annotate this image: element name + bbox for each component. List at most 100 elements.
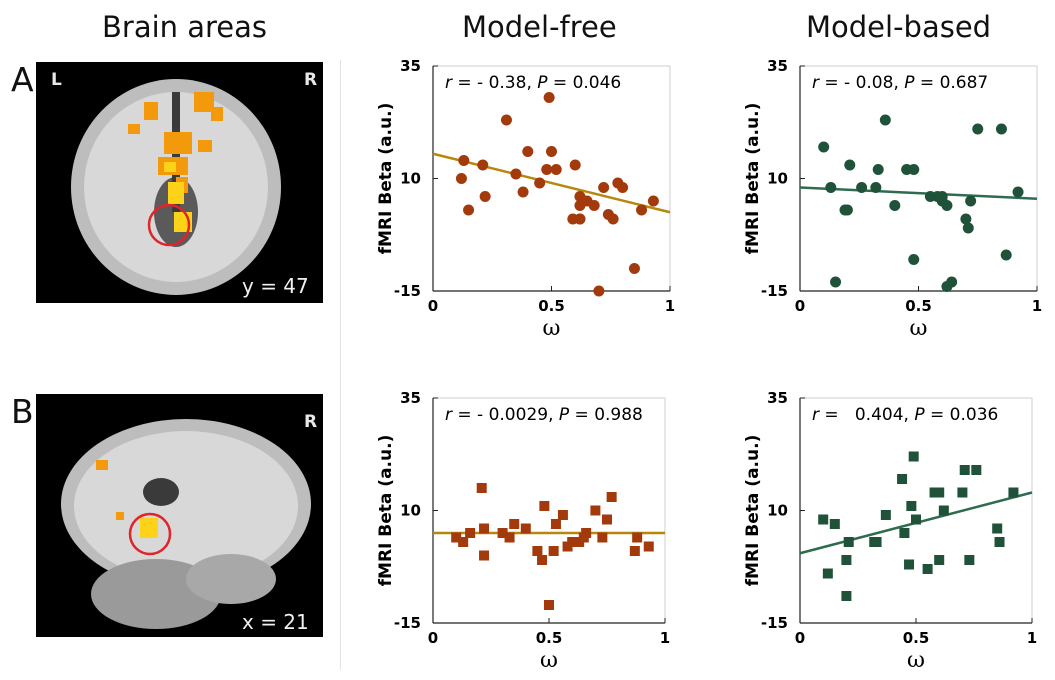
scatter-plot-b-based: -15 10 35 0 0.5 1 ω fMRI Beta (a.u.) r = 0.404, … [720, 388, 1042, 673]
row-label-a: A [11, 60, 34, 99]
data-point [994, 537, 1005, 547]
data-point [897, 474, 908, 484]
data-point [825, 182, 837, 193]
data-point [479, 550, 490, 561]
data-point [1008, 487, 1019, 498]
data-point [959, 465, 970, 475]
scatter-svg: -15 10 35 0 0.5 1 ω fMRI Beta (a.u.) r = 0.404, … [743, 389, 1037, 673]
data-point [628, 263, 640, 274]
data-point [964, 555, 975, 565]
brain-right-marker: R [304, 412, 318, 432]
stat-annotation: r = - 0.08, P = 0.687 [812, 73, 988, 93]
stat-annotation: r = - 0.0029, P = 0.988 [445, 405, 643, 425]
data-point [972, 123, 984, 135]
row-label-b: B [11, 392, 34, 431]
x-tick-label: 1 [660, 629, 670, 647]
data-point [543, 92, 555, 103]
data-point [465, 528, 476, 538]
coronal-slice-drawing [71, 79, 281, 295]
data-point [548, 546, 559, 556]
y-axis-label: fMRI Beta (a.u.) [743, 103, 763, 255]
data-point [458, 155, 470, 166]
header-brain-areas: Brain areas [102, 10, 268, 44]
scatter-svg: -15 10 35 0 0.5 1 ω fMRI Beta (a.u.) r = - 0.002… [376, 389, 670, 673]
data-point [992, 523, 1003, 534]
data-point [934, 555, 945, 565]
data-point [962, 222, 974, 234]
data-point [889, 200, 901, 211]
data-point [911, 514, 921, 525]
data-point [871, 537, 882, 547]
data-point [534, 177, 546, 189]
brain-image-coronal: L R y = 47 [36, 62, 323, 303]
data-point [476, 483, 487, 493]
slice-coordinate: y = 47 [242, 274, 309, 298]
y-tick-label: 35 [767, 389, 788, 407]
data-point [843, 537, 854, 547]
data-point [841, 555, 852, 565]
data-point [1012, 186, 1024, 198]
data-point [844, 159, 856, 171]
x-tick-label: 0 [795, 297, 805, 315]
data-point [960, 213, 972, 225]
x-tick-label: 0.5 [903, 629, 930, 647]
stat-annotation: r = 0.404, P = 0.036 [812, 405, 998, 425]
scatter-svg: -15 10 35 0 0.5 1 ω fMRI Beta (a.u.) r = - 0.08,… [743, 57, 1042, 341]
data-point [818, 141, 830, 153]
data-point [872, 164, 884, 175]
data-point [479, 191, 491, 202]
data-point [479, 523, 490, 534]
data-point [908, 254, 920, 265]
data-point [617, 182, 629, 193]
data-point [550, 519, 561, 529]
data-point [906, 501, 917, 511]
data-point [899, 528, 910, 538]
slice-coordinate: x = 21 [242, 610, 309, 634]
x-tick-label: 0.5 [905, 297, 932, 315]
y-tick-label: 35 [767, 57, 788, 75]
brain-right-marker: R [304, 70, 318, 90]
data-point [455, 173, 467, 184]
data-point [517, 186, 529, 198]
data-point [451, 532, 462, 543]
y-axis-label: fMRI Beta (a.u.) [743, 435, 763, 587]
column-divider [340, 60, 341, 670]
scatter-plot-a-based: -15 10 35 0 0.5 1 ω fMRI Beta (a.u.) r = - 0.08,… [720, 56, 1047, 341]
data-point [647, 195, 659, 207]
regression-line [432, 152, 671, 214]
data-point [841, 591, 852, 601]
data-point [598, 182, 610, 193]
data-point [636, 204, 648, 216]
data-point [520, 523, 531, 534]
data-point [463, 204, 475, 216]
data-point [995, 123, 1007, 135]
data-point [822, 568, 833, 579]
y-tick-label: 35 [400, 57, 421, 75]
data-point [965, 195, 977, 207]
x-axis-label: ω [907, 648, 925, 673]
regression-line [799, 186, 1038, 200]
data-point [569, 159, 581, 171]
data-point [497, 528, 508, 538]
y-tick-label: 10 [767, 170, 788, 188]
data-point [581, 528, 592, 538]
data-point [537, 555, 548, 565]
data-point [544, 600, 554, 610]
y-tick-label: 10 [400, 502, 421, 520]
data-point [856, 182, 868, 193]
sagittal-slice-drawing [61, 419, 311, 629]
data-point [934, 487, 945, 498]
scatter-svg: -15 10 35 0 0.5 1 ω fMRI Beta (a.u.) r = - 0.38,… [376, 57, 675, 341]
x-tick-label: 0 [795, 629, 805, 647]
scatter-plot-a-free: -15 10 35 0 0.5 1 ω fMRI Beta (a.u.) r = - 0.38,… [353, 56, 680, 341]
data-point [477, 159, 489, 171]
y-tick-label: -15 [761, 282, 788, 300]
y-tick-label: -15 [761, 614, 788, 632]
data-point [629, 546, 640, 556]
data-point [841, 204, 853, 216]
data-point [946, 276, 958, 288]
header-model-free: Model-free [462, 10, 617, 44]
data-point [904, 559, 915, 570]
data-point [908, 451, 919, 462]
y-tick-label: -15 [394, 614, 421, 632]
